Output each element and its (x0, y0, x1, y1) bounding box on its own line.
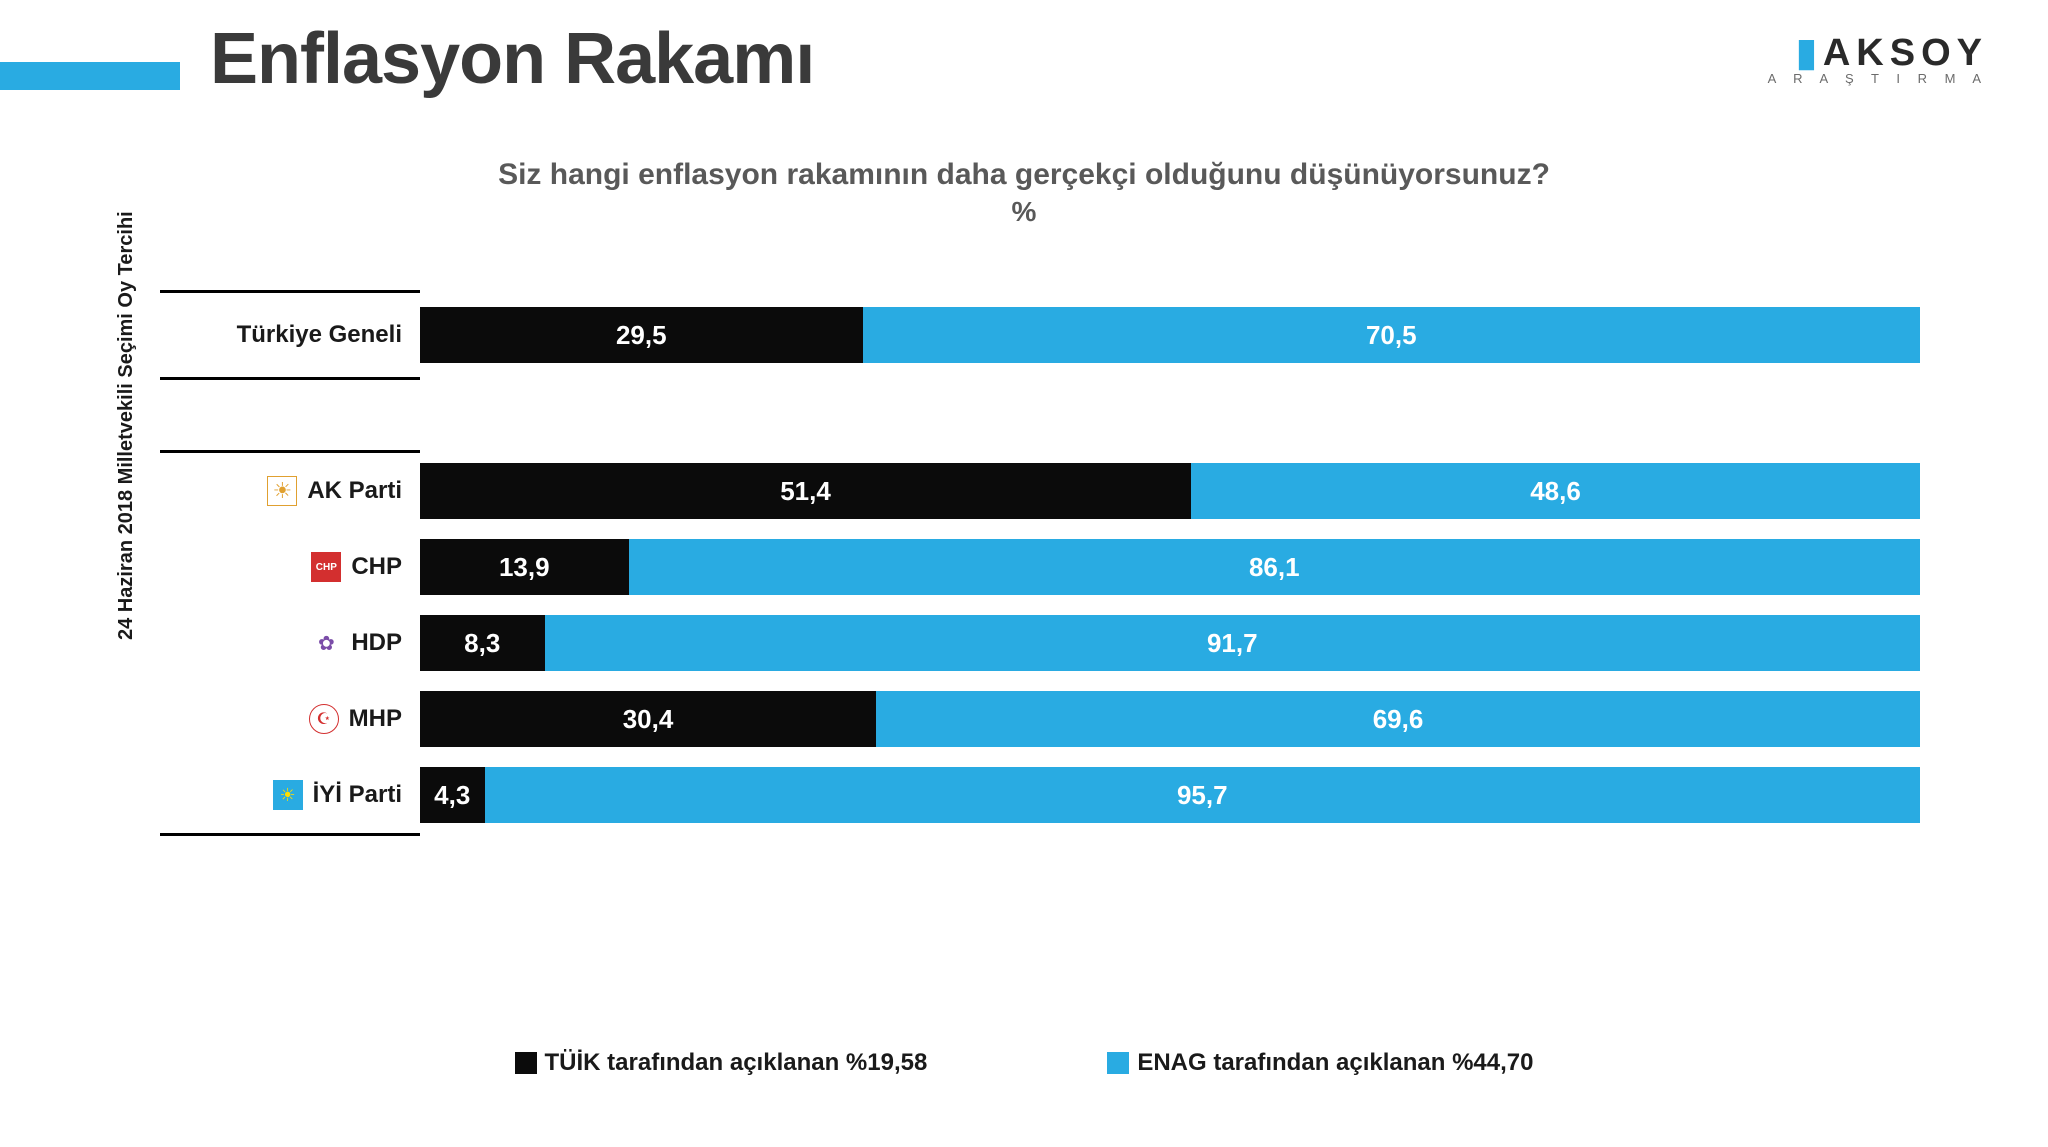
row-label: İYİ Parti (313, 781, 402, 809)
bar-row-party: ☪ MHP 30,4 69,6 (160, 681, 1920, 757)
row-label-cell: ☀ AK Parti (160, 476, 420, 506)
bar-value: 70,5 (1366, 320, 1417, 351)
bar-value: 86,1 (1249, 552, 1300, 583)
bar-segment-tuik: 4,3 (420, 767, 485, 823)
bar-segment-tuik: 29,5 (420, 307, 863, 363)
bar-value: 13,9 (499, 552, 550, 583)
row-label: MHP (349, 705, 402, 733)
bar-row-party: ☀ İYİ Parti 4,3 95,7 (160, 757, 1920, 833)
page-title: Enflasyon Rakamı (210, 18, 814, 100)
bar-cell: 51,4 48,6 (420, 463, 1920, 519)
bar-cell: 30,4 69,6 (420, 691, 1920, 747)
legend-item-enag: ENAG tarafından açıklanan %44,70 (1107, 1049, 1533, 1077)
row-label-cell: Türkiye Geneli (160, 321, 420, 349)
legend-swatch-blue (1107, 1052, 1129, 1074)
row-label: HDP (351, 629, 402, 657)
row-label-cell: CHP CHP (160, 552, 420, 582)
logo-text: ▮AKSOY (1768, 30, 1988, 75)
party-icon: ☀ (273, 780, 303, 810)
bar-value: 30,4 (623, 704, 674, 735)
bar-segment-enag: 69,6 (876, 691, 1920, 747)
bar-cell: 29,5 70,5 (420, 307, 1920, 363)
bar-value: 69,6 (1373, 704, 1424, 735)
bar-value: 91,7 (1207, 628, 1258, 659)
y-axis-label: 24 Haziran 2018 Milletvekili Seçimi Oy T… (115, 211, 138, 640)
bar-segment-tuik: 30,4 (420, 691, 876, 747)
legend-swatch-black (515, 1052, 537, 1074)
bar-cell: 13,9 86,1 (420, 539, 1920, 595)
group-rule-bottom (160, 833, 420, 836)
bar-segment-enag: 91,7 (545, 615, 1921, 671)
party-icon: CHP (311, 552, 341, 582)
row-label-cell: ☪ MHP (160, 704, 420, 734)
party-icon: ☀ (267, 476, 297, 506)
bar-row-party: ✿ HDP 8,3 91,7 (160, 605, 1920, 681)
bar-row-party: CHP CHP 13,9 86,1 (160, 529, 1920, 605)
chart-legend: TÜİK tarafından açıklanan %19,58 ENAG ta… (0, 1049, 2048, 1077)
bar-segment-tuik: 13,9 (420, 539, 629, 595)
bar-value: 51,4 (780, 476, 831, 507)
stacked-bar-chart: Türkiye Geneli 29,5 70,5 ☀ AK Parti 51,4 48… (160, 290, 1920, 836)
row-label-cell: ☀ İYİ Parti (160, 780, 420, 810)
bar-value: 48,6 (1530, 476, 1581, 507)
row-label: AK Parti (307, 477, 402, 505)
chart-unit: % (0, 196, 2048, 228)
bar-row-overall: Türkiye Geneli 29,5 70,5 (160, 293, 1920, 377)
header-accent-bar (0, 62, 180, 90)
bar-segment-enag: 48,6 (1191, 463, 1920, 519)
bar-segment-tuik: 51,4 (420, 463, 1191, 519)
bar-value: 4,3 (434, 780, 470, 811)
chart-question: Siz hangi enflasyon rakamının daha gerçe… (0, 158, 2048, 192)
row-label: Türkiye Geneli (237, 321, 402, 349)
bar-segment-tuik: 8,3 (420, 615, 545, 671)
bar-cell: 8,3 91,7 (420, 615, 1920, 671)
logo-main-text: AKSOY (1823, 32, 1988, 74)
bar-segment-enag: 86,1 (629, 539, 1921, 595)
legend-label: ENAG tarafından açıklanan %44,70 (1137, 1049, 1533, 1077)
brand-logo: ▮AKSOY A R A Ş T I R M A (1768, 30, 1988, 86)
legend-item-tuik: TÜİK tarafından açıklanan %19,58 (515, 1049, 928, 1077)
bar-value: 29,5 (616, 320, 667, 351)
row-label: CHP (351, 553, 402, 581)
bar-value: 95,7 (1177, 780, 1228, 811)
party-icon: ✿ (311, 628, 341, 658)
bar-segment-enag: 70,5 (863, 307, 1921, 363)
row-label-cell: ✿ HDP (160, 628, 420, 658)
bar-value: 8,3 (464, 628, 500, 659)
bar-cell: 4,3 95,7 (420, 767, 1920, 823)
logo-subtext: A R A Ş T I R M A (1768, 71, 1988, 86)
party-icon: ☪ (309, 704, 339, 734)
legend-label: TÜİK tarafından açıklanan %19,58 (545, 1049, 928, 1077)
bar-segment-enag: 95,7 (485, 767, 1921, 823)
bar-row-party: ☀ AK Parti 51,4 48,6 (160, 453, 1920, 529)
